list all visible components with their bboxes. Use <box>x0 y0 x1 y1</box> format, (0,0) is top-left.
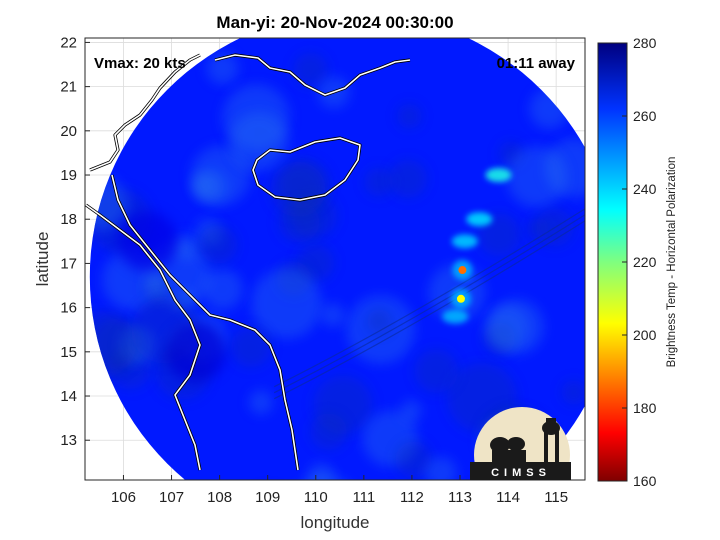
cloud-patch <box>367 309 392 334</box>
cloud-patch <box>364 167 394 197</box>
colorbar-ticks: 160 180 200 220 240 260 280 <box>622 35 657 489</box>
convective-core <box>456 294 465 303</box>
cloud-patch <box>270 161 326 218</box>
x-axis-ticks: 106 107 108 109 110 111 112 113 114 115 <box>111 475 568 506</box>
colorbar-tick-label: 240 <box>633 181 657 197</box>
cloud-patch <box>389 159 428 198</box>
y-tick-label: 17 <box>60 255 77 272</box>
x-tick-label: 113 <box>448 489 472 506</box>
y-tick-label: 19 <box>60 167 77 184</box>
scan-arc <box>273 202 585 394</box>
cloud-patch <box>202 268 243 310</box>
cloud-patch <box>206 52 239 85</box>
plot-frame <box>84 37 586 481</box>
cimss-logo: CIMSS <box>470 407 571 480</box>
y-tick-label: 21 <box>60 79 77 96</box>
y-tick-label: 20 <box>60 123 77 140</box>
x-tick-label: 106 <box>111 489 136 506</box>
coastlines <box>85 53 411 471</box>
colorbar-tick-label: 280 <box>633 35 657 51</box>
y-tick-label: 15 <box>60 344 77 361</box>
cloud-patch <box>293 52 328 87</box>
x-tick-label: 115 <box>544 489 568 506</box>
colorbar-tick-label: 160 <box>633 473 657 489</box>
cloud-patch <box>230 326 272 368</box>
cloud-patch <box>397 103 422 129</box>
cloud-patch <box>229 111 289 171</box>
cloud-patch <box>251 268 322 339</box>
x-tick-label: 110 <box>304 489 328 506</box>
x-tick-label: 107 <box>159 489 184 506</box>
cloud-patch <box>248 390 273 415</box>
y-tick-label: 22 <box>60 34 77 51</box>
cloud-patch <box>89 310 137 377</box>
colorbar-label: Brightness Temp - Horizontal Polarizatio… <box>666 157 678 368</box>
scan-arc <box>273 208 585 400</box>
x-axis-label: longitude <box>300 513 369 532</box>
x-tick-label: 109 <box>255 489 280 506</box>
cloud-patch <box>321 303 345 327</box>
cloud-patch <box>395 441 432 478</box>
cloud-patch <box>400 400 422 422</box>
convective-features <box>117 168 512 382</box>
colorbar-tick-label: 220 <box>633 254 657 270</box>
colorbar-tick-label: 180 <box>633 400 657 416</box>
x-tick-label: 111 <box>352 489 375 506</box>
vmax-annotation: Vmax: 20 kts <box>94 55 186 72</box>
cloud-patch <box>561 380 585 405</box>
rainband-cell <box>485 168 512 183</box>
cloud-patch <box>484 305 529 351</box>
colorbar: 160 180 200 220 240 260 280 Brightness Temp - … <box>597 35 678 489</box>
y-axis-ticks: 13 14 15 16 17 18 19 20 21 22 <box>60 34 90 449</box>
cloud-patch <box>307 462 335 480</box>
y-tick-label: 18 <box>60 211 77 228</box>
y-axis-label: latitude <box>33 232 52 287</box>
x-tick-label: 114 <box>496 489 520 506</box>
cloud-patch <box>506 146 568 208</box>
x-tick-label: 112 <box>400 489 424 506</box>
land-region <box>165 321 226 382</box>
rainband-cell <box>466 212 493 227</box>
y-tick-label: 14 <box>60 388 77 405</box>
chart-title: Man-yi: 20-Nov-2024 00:30:00 <box>216 13 453 32</box>
cloud-patch <box>310 413 347 450</box>
logo-text: CIMSS <box>491 467 551 479</box>
cloud-patch <box>191 174 216 199</box>
cloud-patch <box>414 349 459 393</box>
cloud-patch <box>424 456 457 480</box>
time-away-annotation: 01:11 away <box>497 55 576 72</box>
colorbar-tick-label: 200 <box>633 327 657 343</box>
y-tick-label: 16 <box>60 300 77 317</box>
rainband-cell <box>442 309 469 324</box>
cloud-patch <box>199 225 238 264</box>
x-tick-label: 108 <box>207 489 232 506</box>
rainband-cell <box>451 234 478 249</box>
scan-arc <box>273 196 585 388</box>
colorbar-tick-label: 260 <box>633 108 657 124</box>
y-tick-label: 13 <box>60 432 77 449</box>
convective-core <box>458 266 467 275</box>
